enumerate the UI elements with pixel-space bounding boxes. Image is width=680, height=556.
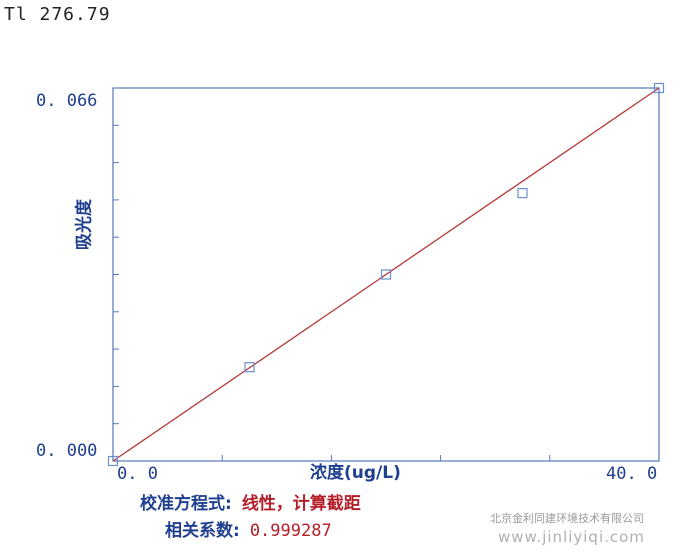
equation-label: 校准方程式: [140,494,232,514]
equation-value: 线性，计算截距 [241,494,361,514]
x-tick-label-min: 0. 0 [117,464,158,484]
correlation-label: 相关系数: [165,521,240,541]
x-axis-label: 浓度(ug/L) [310,463,401,483]
watermark-url: www.jinliyiqi.com [498,528,645,546]
data-point [380,269,392,280]
chart-title: Tl 276.79 [4,4,111,25]
data-point [653,82,665,94]
x-tick-label-max: 40. 0 [606,464,658,484]
watermark-company: 北京金利同建环境技术有限公司 [490,512,644,525]
data-point [244,362,255,373]
y-tick-label-min: 0. 000 [36,441,98,461]
data-point [107,455,119,467]
data-point [517,188,528,199]
correlation-value: 0.999287 [249,521,332,541]
y-axis-label: 吸光度 [74,199,95,250]
correlation-row: 相关系数: 0.999287 [165,516,332,541]
y-tick-label-max: 0. 066 [36,91,98,111]
fit-line [112,87,660,462]
equation-row: 校准方程式: 线性，计算截距 [140,489,361,514]
